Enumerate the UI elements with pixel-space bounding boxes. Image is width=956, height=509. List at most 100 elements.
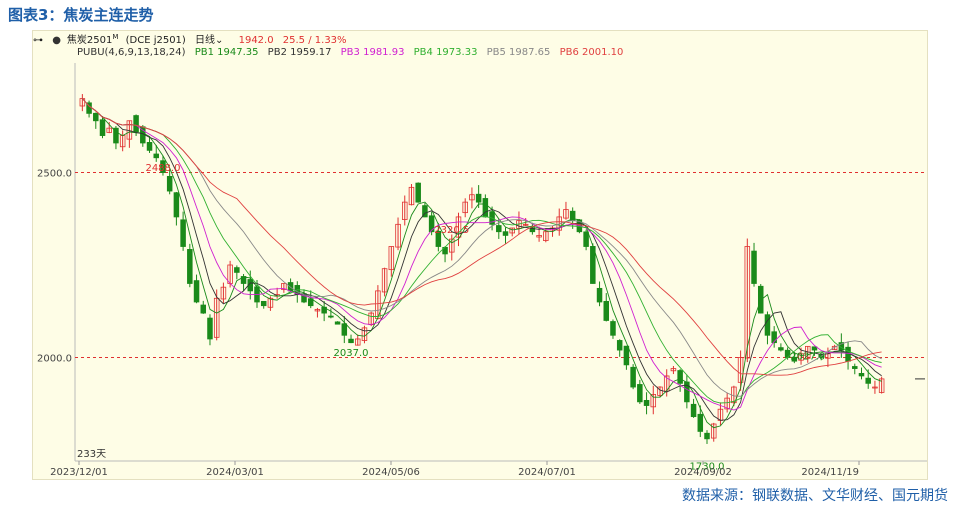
candle-body xyxy=(348,338,354,344)
candle-body xyxy=(751,250,757,284)
pb2-value: PB2 1959.17 xyxy=(267,47,332,58)
contract-superscript: M xyxy=(112,32,119,41)
candle-body xyxy=(462,201,468,214)
candle-body xyxy=(415,182,421,203)
contract-name[interactable]: 焦炭2501 xyxy=(66,35,113,46)
candle-body xyxy=(710,423,717,439)
candle-body xyxy=(784,349,791,358)
candle-body xyxy=(596,287,603,303)
candle-body xyxy=(670,368,677,372)
candle-body xyxy=(408,186,415,206)
candle-body xyxy=(637,384,643,403)
candle-body xyxy=(267,297,274,308)
candle-body xyxy=(811,346,818,351)
candle-body xyxy=(543,231,549,241)
candle-body xyxy=(771,331,777,344)
candle-body xyxy=(650,394,657,408)
candle-body xyxy=(146,142,153,151)
candle-body xyxy=(113,127,119,144)
candle-body xyxy=(536,235,542,238)
price-annotation: 2037.0 xyxy=(334,348,369,359)
candle-body xyxy=(677,370,683,384)
candle-body xyxy=(616,340,623,351)
candle-body xyxy=(583,231,589,247)
candle-body xyxy=(643,400,650,406)
candle-body xyxy=(704,432,710,440)
pb3-line xyxy=(82,98,882,411)
candle-body xyxy=(234,267,240,273)
candle-body xyxy=(428,215,435,233)
candle-body xyxy=(260,300,267,307)
candle-body xyxy=(193,280,200,303)
pb6-value: PB6 2001.10 xyxy=(559,47,624,58)
candle-body xyxy=(220,286,227,300)
candle-body xyxy=(287,282,294,292)
candle-body xyxy=(402,201,408,220)
indicator-name[interactable]: PUBU(4,6,9,13,18,24) xyxy=(77,47,186,58)
pb5-value: PB5 1987.65 xyxy=(486,47,551,58)
candle-body xyxy=(180,219,186,247)
link-icon[interactable]: ⊶ xyxy=(33,35,43,46)
figure-title: 图表3：焦炭主连走势 xyxy=(8,6,154,24)
candle-body xyxy=(872,386,878,389)
candle-body xyxy=(791,356,798,362)
candle-body xyxy=(697,413,704,432)
last-price: 1942.0 xyxy=(238,35,274,46)
candle-body xyxy=(422,205,428,218)
candlestick-plot[interactable]: 2500.0 2000.0 2488.0 2027.0 2037.0 2320.5 1730… xyxy=(33,31,927,479)
candle-body xyxy=(496,225,502,233)
candle-body xyxy=(522,223,529,226)
candle-body xyxy=(106,127,112,133)
candle-body xyxy=(334,321,341,325)
candle-body xyxy=(166,175,173,192)
y-tick-label: 2500.0 xyxy=(37,169,72,180)
candle-body xyxy=(173,192,180,218)
candle-body xyxy=(838,342,845,351)
indicator-row: PUBU(4,6,9,13,18,24) PB1 1947.35 PB2 195… xyxy=(77,47,629,58)
candle-body xyxy=(630,366,636,388)
chart-panel[interactable]: ⊶ ● 焦炭2501M (DCE j2501) 日线⌄ 1942.0 25.5 /… xyxy=(32,30,928,480)
pb6-line xyxy=(82,98,882,376)
candle-body xyxy=(435,230,442,247)
candle-body xyxy=(388,246,395,271)
x-tick-label: 2024/07/01 xyxy=(518,467,576,478)
candle-body xyxy=(240,276,247,284)
candle-body xyxy=(603,300,610,321)
candle-body xyxy=(858,372,865,377)
candle-body xyxy=(798,353,804,361)
candle-body xyxy=(187,249,193,284)
price-annotation: 2320.5 xyxy=(434,225,469,236)
candle-body xyxy=(79,98,86,107)
candle-body xyxy=(690,403,697,418)
x-tick-label: 2023/12/01 xyxy=(50,467,108,478)
candle-body xyxy=(878,378,885,393)
candle-body xyxy=(455,216,462,238)
candle-body xyxy=(133,115,139,133)
x-tick-label: 2024/11/19 xyxy=(801,467,859,478)
period-selector[interactable]: 日线⌄ xyxy=(195,35,224,46)
candle-body xyxy=(341,323,348,336)
candle-body xyxy=(160,160,166,173)
candle-body xyxy=(469,194,475,201)
candle-body xyxy=(213,297,220,338)
candle-body xyxy=(207,317,213,340)
bar-count-label: 233天 xyxy=(77,449,106,460)
candle-body xyxy=(381,268,388,293)
pb1-value: PB1 1947.35 xyxy=(194,47,259,58)
pb4-value: PB4 1973.33 xyxy=(413,47,478,58)
candle-body xyxy=(475,193,482,203)
candle-body xyxy=(831,345,838,351)
chevron-down-icon: ⌄ xyxy=(215,35,224,46)
price-change: 25.5 / 1.33% xyxy=(282,35,347,46)
y-tick-label: 2000.0 xyxy=(37,353,72,364)
pb2-line xyxy=(82,98,882,421)
exchange-code: (DCE j2501) xyxy=(125,35,186,46)
candle-body xyxy=(623,345,630,366)
candle-body xyxy=(529,227,536,233)
candle-body xyxy=(395,223,401,248)
candle-body xyxy=(852,366,858,369)
source-caption: 数据来源：钢联数据、文华财经、国元期货 xyxy=(682,488,948,504)
candle-body xyxy=(509,227,515,234)
candle-body xyxy=(610,321,616,336)
candle-body xyxy=(737,357,744,383)
